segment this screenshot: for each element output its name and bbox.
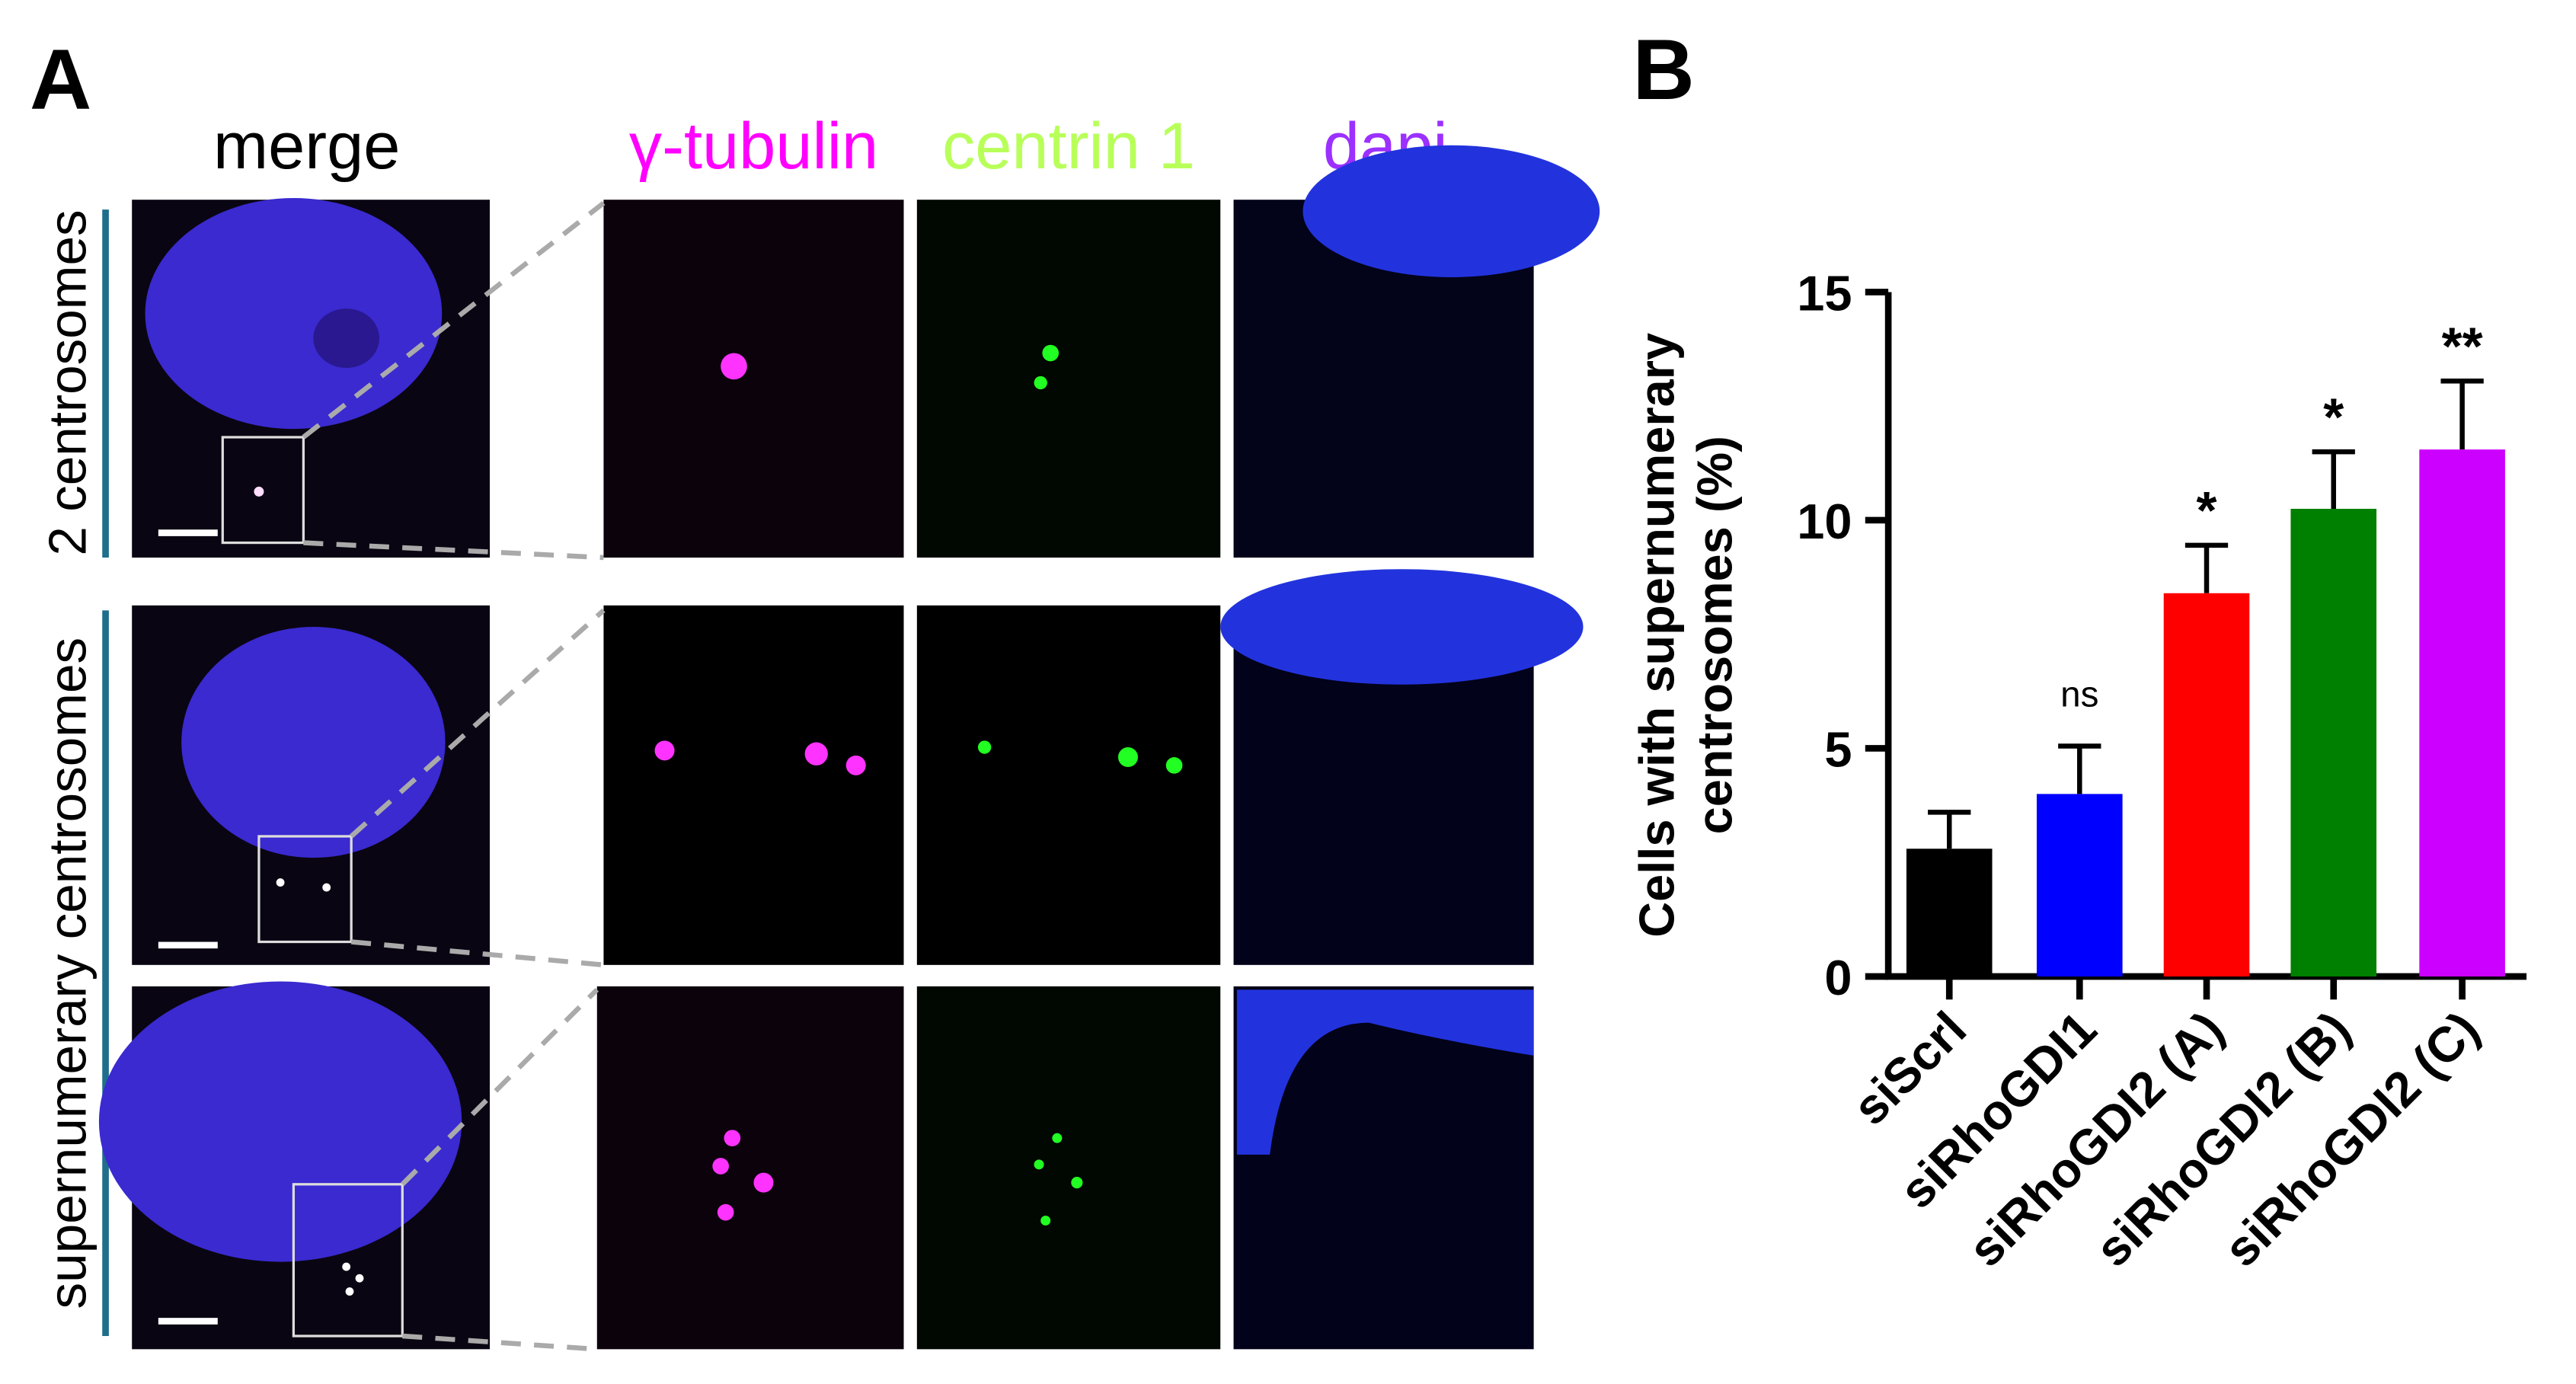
nucleus [1220,569,1584,685]
significance-label: ns [2060,675,2098,715]
centrosome [717,1203,734,1221]
centrosome [977,740,992,754]
nucleus [1302,145,1600,277]
scale-bar [158,941,218,949]
centrosome [1042,344,1059,362]
centrosome [342,1262,351,1271]
centrosome [1052,1133,1063,1143]
y-tick-label: 0 [1824,950,1852,1005]
centrosome [845,755,866,775]
centrosome [355,1274,364,1283]
micrograph [596,986,904,1350]
bar [2419,449,2505,976]
bar [2163,593,2250,976]
centrosome [712,1158,730,1175]
row-label: 2 centrosomes [38,209,97,555]
bar [2290,508,2377,976]
y-tick-label: 15 [1797,265,1852,321]
zoom-box [221,436,305,545]
centrosome [724,1130,741,1147]
micrograph [603,200,904,558]
row-label: supernumerary centrosomes [38,638,97,1309]
micrograph [603,605,904,965]
centrosome [254,486,264,497]
nucleus [98,981,462,1262]
micrograph [916,986,1221,1350]
nucleus [1236,989,1534,1155]
zoom-lines [302,200,606,1352]
significance-label: ** [2442,317,2483,376]
bar [1906,849,1993,976]
centrosome [1034,1159,1044,1170]
significance-label: * [2197,481,2217,540]
panel-b: B Cells with supernumerary centrosomes (… [1629,21,2527,1277]
panel-label: B [1633,21,1695,117]
significance-label: * [2323,387,2344,446]
centrosome [1071,1177,1083,1189]
centrosome [1040,1215,1051,1226]
nucleus [145,198,443,430]
centrosome [721,353,747,380]
column-label: centrin 1 [942,110,1195,183]
nucleus [181,626,446,858]
y-axis-label: Cells with supernumerary [1629,333,1685,938]
micrograph [916,605,1221,965]
zoom-box [292,1183,404,1338]
nucleolus [313,308,379,369]
centrosome [276,878,285,887]
centrosome [1165,757,1183,774]
centrosome [322,883,331,892]
column-label: merge [213,110,400,183]
centrosome [345,1287,354,1296]
centrosome [654,740,675,761]
bar [2036,794,2123,976]
scale-bar [158,1318,218,1325]
y-axis-label: centrosomes (%) [1686,436,1742,834]
y-tick-label: 10 [1797,494,1852,549]
centrosome [1117,747,1138,768]
micrograph [916,200,1221,558]
panel-label: A [30,31,91,127]
zoom-box [257,835,353,944]
centrosome [1034,376,1047,390]
scale-bar [158,529,218,536]
column-label: γ-tubulin [629,110,878,183]
panel-a: A merge γ-tubulin centrin 1 dapi 2 centr… [30,31,1600,1352]
centrosome [753,1172,774,1193]
centrosome [804,742,828,766]
y-tick-label: 5 [1824,721,1852,777]
